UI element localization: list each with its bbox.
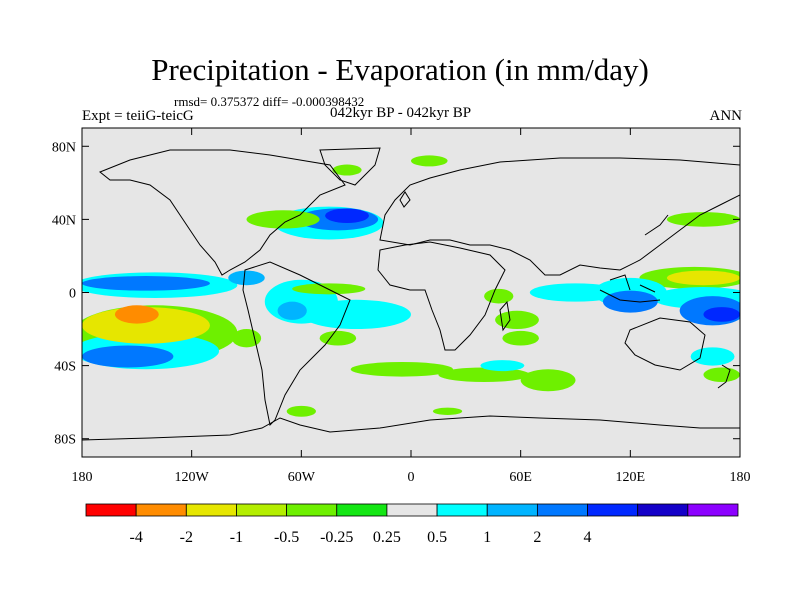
region-antarctic-penin-green <box>286 405 316 417</box>
colorbar-label: 2 <box>533 529 541 546</box>
colorbar-swatch <box>336 503 388 517</box>
colorbar-swatch <box>486 503 538 517</box>
region-sub-pacific-1 <box>114 305 159 324</box>
x-axis: 180 120W 60W 0 60E 120E 180 <box>72 128 751 485</box>
colorbar-label: 0.5 <box>427 529 447 546</box>
colorbar-swatch <box>236 503 288 517</box>
region-w-pacific-dark <box>703 307 740 322</box>
region-s-indian-band <box>438 367 530 383</box>
y-tick-label: 40N <box>52 213 76 228</box>
colorbar-swatch <box>436 503 488 517</box>
region-south-pacific-blue <box>82 345 174 368</box>
region-nw-pacific-green <box>666 212 740 227</box>
x-tick-label: 120E <box>616 470 646 485</box>
region-tasman-cyan <box>690 347 735 366</box>
colorbar-label: -0.5 <box>274 529 299 546</box>
region-s-atlantic-band <box>350 361 454 377</box>
chart-title: Precipitation - Evaporation (in mm/day) <box>151 52 649 87</box>
region-n-atlantic-dark <box>325 208 369 224</box>
colorbar-swatch <box>587 503 639 517</box>
coast-uk <box>399 191 411 208</box>
coast-australia <box>624 317 706 371</box>
coast-madagascar <box>499 300 511 332</box>
region-greenland-green <box>332 164 362 176</box>
x-tick-label: 60W <box>288 470 316 485</box>
colorbar-label: 1 <box>483 529 491 546</box>
colorbar-swatch <box>286 503 338 517</box>
region-sub-pacific-2 <box>82 307 210 344</box>
coast-indonesia <box>599 274 661 303</box>
colorbar-label: 0.25 <box>373 529 401 546</box>
region-eq-pacific-blue <box>82 276 210 291</box>
coast-south-america <box>242 261 351 427</box>
y-tick-label: 0 <box>69 287 76 302</box>
colorbar: -4 -2 -1 -0.5 -0.25 0.25 0.5 1 2 4 <box>85 503 739 546</box>
coast-japan <box>644 214 669 236</box>
region-indian-ocean-cyan <box>529 283 622 302</box>
colorbar-label: -4 <box>129 529 142 546</box>
region-east-africa-green <box>484 288 514 304</box>
colorbar-swatch <box>687 503 739 517</box>
region-se-pacific-green <box>231 329 262 348</box>
coastlines <box>82 147 740 441</box>
coast-eurasia <box>379 157 740 276</box>
data-regions <box>82 155 740 417</box>
colorbar-swatch <box>637 503 689 517</box>
region-s-atlantic-green <box>319 330 357 346</box>
region-maritime-blue <box>602 290 658 313</box>
colorbar-label: -0.25 <box>320 529 353 546</box>
season-label: ANN <box>709 108 743 124</box>
region-s-indian-cyan <box>480 360 525 372</box>
colorbar-swatch <box>185 503 237 517</box>
experiment-label: Expt = teiiG-teicG <box>82 108 194 124</box>
x-tick-label: 0 <box>408 470 415 485</box>
region-s-america-blue <box>277 301 307 320</box>
coast-new-zealand <box>717 364 731 389</box>
y-tick-label: 40S <box>54 360 76 375</box>
region-madagascar-green <box>495 310 539 330</box>
colorbar-label: -2 <box>180 529 193 546</box>
y-axis: 80N 40N 0 40S 80S <box>52 140 740 448</box>
coast-africa <box>377 241 506 351</box>
x-tick-label: 120W <box>175 470 210 485</box>
coast-north-america <box>99 149 346 276</box>
region-tasman-green <box>703 367 740 383</box>
colorbar-label: 4 <box>584 529 592 546</box>
y-tick-label: 80S <box>54 433 76 448</box>
rmsd-diff-label: rmsd= 0.375372 diff= -0.000398432 <box>174 94 365 109</box>
colorbar-swatch <box>85 503 137 517</box>
region-s-ocean-green <box>432 407 463 415</box>
colorbar-swatch <box>135 503 187 517</box>
x-tick-label: 60E <box>509 470 532 485</box>
x-tick-label: 180 <box>72 470 93 485</box>
region-indian-ocean-green <box>502 330 539 346</box>
coast-greenland <box>319 147 381 186</box>
y-tick-label: 80N <box>52 140 76 155</box>
x-tick-label: 180 <box>730 470 751 485</box>
colorbar-swatch <box>386 503 438 517</box>
period-label: 042kyr BP - 042kyr BP <box>330 105 472 121</box>
colorbar-label: -1 <box>230 529 243 546</box>
region-w-pacific-yellow <box>666 270 740 286</box>
region-central-america-blue <box>228 270 265 286</box>
region-n-atlantic-green <box>246 210 320 229</box>
region-n-europe-green <box>411 155 448 167</box>
colorbar-swatch <box>536 503 588 517</box>
region-s-indian-green <box>520 369 576 392</box>
coast-antarctica <box>82 415 740 441</box>
